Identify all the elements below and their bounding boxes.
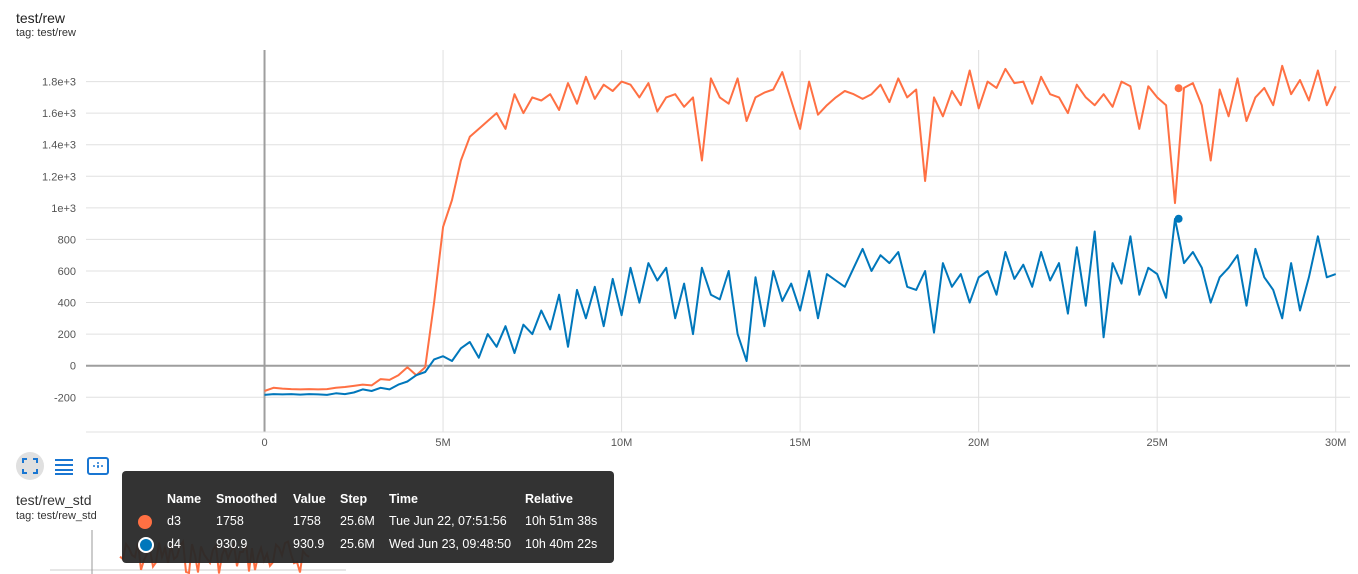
second-chart-tag: tag: test/rew_std	[16, 510, 97, 522]
tooltip-row: d3 1758 1758 25.6M Tue Jun 22, 07:51:56 …	[122, 514, 614, 532]
relative: 10h 51m 38s	[525, 514, 598, 528]
series-color-dot	[138, 537, 154, 553]
hover-point-d4	[1174, 214, 1183, 223]
tooltip-header: Name Smoothed Value Step Time Relative	[122, 492, 614, 510]
y-tick-label: 0	[70, 361, 76, 373]
line-chart[interactable]: -200 0 200 400 600 800 1e+3 1.2e+3 1.4e+3 1.6e+3 1…	[0, 0, 1358, 460]
toggle-log-scale-button[interactable]	[50, 452, 78, 480]
chart-tag: tag: test/rew	[16, 27, 76, 39]
step: 25.6M	[340, 537, 375, 551]
y-tick-label: 1.8e+3	[42, 77, 76, 89]
fit-domain-button[interactable]	[84, 452, 112, 480]
series-lines	[264, 64, 1337, 396]
hover-markers	[1174, 84, 1183, 223]
header-relative: Relative	[525, 492, 573, 506]
smoothed-value: 930.9	[216, 537, 248, 551]
x-tick-label: 25M	[1146, 437, 1167, 449]
x-tick-label: 30M	[1325, 437, 1346, 449]
fullscreen-button[interactable]	[16, 452, 44, 480]
y-tick-label: 1.6e+3	[42, 108, 76, 120]
chart-title: test/rew	[16, 10, 66, 26]
y-tick-label: 200	[58, 329, 76, 341]
y-tick-label: -200	[54, 392, 76, 404]
run-name: d3	[167, 514, 181, 528]
axis-ticks: -200 0 200 400 600 800 1e+3 1.2e+3 1.4e+3 1.6e+3 1…	[42, 77, 1346, 449]
x-tick-label: 5M	[435, 437, 450, 449]
x-tick-label: 0	[261, 437, 267, 449]
smoothed-value: 1758	[216, 514, 244, 528]
hover-point-d3	[1174, 84, 1183, 93]
y-tick-label: 800	[58, 234, 76, 246]
hover-tooltip: Name Smoothed Value Step Time Relative d…	[122, 471, 614, 563]
y-tick-label: 1.2e+3	[42, 171, 76, 183]
grid	[86, 50, 1350, 433]
tooltip-row: d4 930.9 930.9 25.6M Wed Jun 23, 09:48:5…	[122, 537, 614, 555]
value: 1758	[293, 514, 321, 528]
header-smoothed: Smoothed	[216, 492, 278, 506]
y-tick-label: 1.4e+3	[42, 140, 76, 152]
x-tick-label: 15M	[789, 437, 810, 449]
y-tick-label: 1e+3	[51, 203, 76, 215]
card-toolbar	[16, 452, 112, 480]
x-tick-label: 10M	[611, 437, 632, 449]
value: 930.9	[293, 537, 325, 551]
header-name: Name	[167, 492, 202, 506]
time: Wed Jun 23, 09:48:50	[389, 537, 512, 551]
run-name: d4	[167, 537, 181, 551]
time: Tue Jun 22, 07:51:56	[389, 514, 507, 528]
header-value: Value	[293, 492, 326, 506]
x-tick-label: 20M	[968, 437, 989, 449]
y-tick-label: 400	[58, 298, 76, 310]
series-line-d3	[264, 64, 1337, 392]
relative: 10h 40m 22s	[525, 537, 598, 551]
series-color-dot	[138, 515, 152, 529]
series-line-d4	[264, 217, 1337, 396]
header-time: Time	[389, 492, 418, 506]
fit-domain-icon	[87, 457, 109, 475]
list-icon	[55, 459, 73, 475]
y-tick-label: 600	[58, 266, 76, 278]
second-chart-title: test/rew_std	[16, 492, 92, 508]
step: 25.6M	[340, 514, 375, 528]
header-step: Step	[340, 492, 368, 506]
fullscreen-icon	[22, 458, 38, 474]
